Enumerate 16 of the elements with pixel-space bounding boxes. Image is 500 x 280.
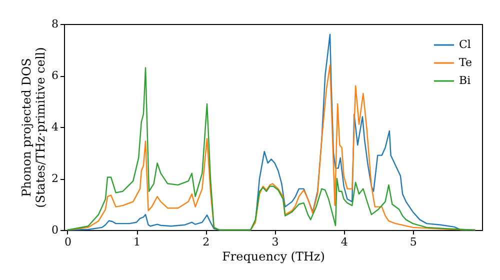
y-axis-title: Phonon projected DOS (States/THz·primitive cell) — [20, 47, 48, 208]
y-tick-label: 4 — [52, 120, 58, 134]
x-tick-label: 1 — [134, 236, 141, 248]
y-tick-label: 2 — [52, 172, 58, 185]
x-axis-title: Frequency (THz) — [222, 250, 325, 264]
x-tick-label: 3 — [272, 236, 279, 248]
y-tick-label: 6 — [52, 69, 58, 82]
legend-label: Cl — [459, 38, 472, 51]
y-tick-label: 8 — [52, 18, 58, 30]
legend-label: Bi — [459, 74, 472, 87]
x-tick-label: 2 — [202, 236, 210, 248]
legend-label: Te — [459, 56, 472, 69]
x-tick-label: 0 — [64, 236, 72, 248]
x-tick-label: 4 — [340, 236, 348, 248]
x-tick-label: 5 — [410, 236, 417, 248]
y-tick-label: 0 — [52, 224, 58, 236]
